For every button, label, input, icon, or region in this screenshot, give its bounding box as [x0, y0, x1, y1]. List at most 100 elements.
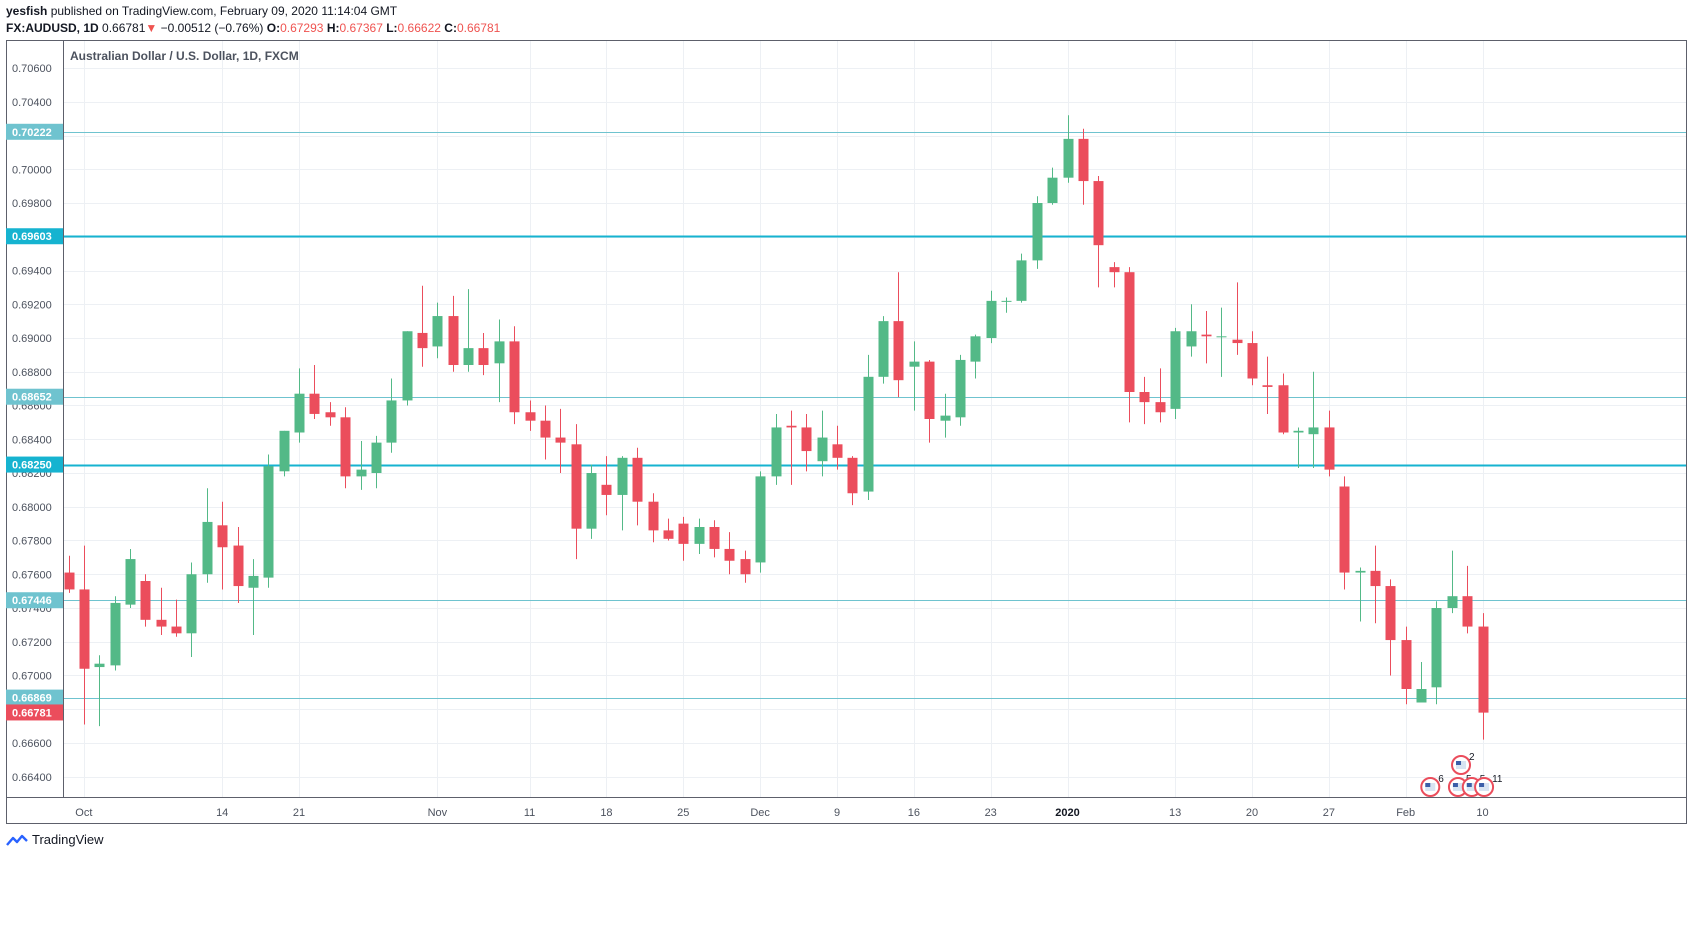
- candle-down: [478, 332, 489, 376]
- event-flag-icon: 6: [1420, 774, 1444, 797]
- candle-body: [186, 574, 197, 634]
- candle-body: [248, 575, 259, 588]
- candle-body: [555, 437, 566, 443]
- candle-body: [1155, 402, 1166, 413]
- candle-down: [801, 413, 812, 472]
- candle-down: [1385, 579, 1396, 676]
- candle-body: [217, 525, 228, 548]
- candle-body: [540, 420, 551, 438]
- level-price-badge: 0.67446: [6, 592, 63, 609]
- price-tick-label: 0.70400: [12, 97, 52, 109]
- event-count: 2: [1469, 752, 1475, 763]
- candle-up: [94, 655, 105, 727]
- candle-body: [1370, 570, 1381, 587]
- candle-body: [648, 501, 659, 531]
- candle-down: [217, 501, 228, 590]
- candle-body: [1063, 138, 1074, 178]
- event-count: 11: [1492, 774, 1503, 785]
- time-axis[interactable]: Oct 14 21 Nov 11 18 25 Dec 9 16 23 2020 13 20 27 Feb 10: [75, 807, 1488, 819]
- published-text: published on TradingView.com, February 0…: [50, 4, 398, 18]
- candle-body: [279, 430, 290, 472]
- candle-body: [525, 412, 536, 421]
- candle-body: [1462, 596, 1473, 627]
- candle-body: [1201, 334, 1212, 337]
- author-name[interactable]: yesfish: [6, 4, 48, 18]
- candle-up: [494, 319, 505, 403]
- candle-down: [1401, 626, 1412, 705]
- candle-down: [1139, 376, 1150, 425]
- candle-up: [371, 435, 382, 489]
- publish-header: yesfish published on TradingView.com, Fe…: [6, 4, 397, 18]
- last-price-text: 0.66781: [102, 21, 146, 35]
- event-count: 6: [1438, 774, 1444, 785]
- candle-body: [801, 427, 812, 452]
- time-tick-label: Dec: [750, 807, 770, 819]
- tradingview-logo-icon: [6, 834, 28, 846]
- horizontal-levels[interactable]: [64, 132, 1686, 699]
- candle-body: [986, 300, 997, 338]
- candle-up: [202, 488, 213, 583]
- candle-body: [156, 619, 167, 627]
- brand-name[interactable]: TradingView: [32, 832, 104, 847]
- close-value: 0.66781: [456, 21, 501, 35]
- ohlc-header: FX:AUDUSD, 1D 0.66781▼ −0.00512 (−0.76%)…: [6, 21, 500, 35]
- candle-down: [1247, 331, 1258, 386]
- price-tick-label: 0.70600: [12, 63, 52, 75]
- economic-events[interactable]: 265511: [1420, 752, 1503, 797]
- time-tick-label: 14: [216, 807, 228, 819]
- flag-canton: [1456, 761, 1462, 765]
- event-flag-icon: 2: [1451, 752, 1475, 775]
- candle-body: [64, 572, 75, 590]
- time-tick-label: 27: [1323, 807, 1335, 819]
- candle-body: [417, 332, 428, 349]
- candle-down: [847, 456, 858, 506]
- candle-body: [463, 348, 474, 365]
- candle-body: [940, 415, 951, 421]
- candle-up: [186, 562, 197, 657]
- candle-body: [955, 359, 966, 418]
- candle-body: [1247, 343, 1258, 379]
- price-badge-label: 0.66781: [12, 707, 52, 719]
- candle-down: [724, 532, 735, 575]
- candle-body: [617, 457, 628, 495]
- footer: TradingView: [6, 832, 104, 847]
- price-axis[interactable]: 0.706000.704000.702000.700000.698000.696…: [6, 63, 63, 784]
- candle-body: [832, 444, 843, 458]
- candle-body: [970, 336, 981, 362]
- candle-up: [863, 354, 874, 500]
- candle-down: [924, 359, 935, 443]
- candle-body: [478, 348, 489, 365]
- candle-body: [878, 321, 889, 377]
- candle-body: [448, 316, 459, 365]
- candle-body: [1216, 336, 1227, 338]
- price-tick-label: 0.67600: [12, 569, 52, 581]
- candle-down: [448, 295, 459, 372]
- time-tick-label: 11: [524, 807, 535, 819]
- candle-body: [402, 331, 413, 401]
- price-badge-label: 0.67446: [12, 595, 52, 607]
- candle-body: [1093, 181, 1104, 246]
- open-label: O:: [266, 21, 281, 35]
- price-tick-label: 0.66600: [12, 738, 52, 750]
- price-badge-bg: [6, 123, 63, 140]
- candle-up: [940, 393, 951, 438]
- candle-body: [494, 341, 505, 364]
- candle-up: [279, 430, 290, 477]
- candle-down: [678, 516, 689, 561]
- high-value: 0.67367: [339, 21, 383, 35]
- price-badge-label: 0.69603: [12, 231, 52, 243]
- candle-down: [601, 456, 612, 516]
- candle-body: [586, 473, 597, 529]
- candle-body: [79, 589, 90, 669]
- price-tick-label: 0.69800: [12, 198, 52, 210]
- candle-up: [970, 334, 981, 379]
- candle-body: [786, 425, 797, 428]
- candle-up: [694, 518, 705, 554]
- candle-body: [847, 457, 858, 494]
- candle-body: [233, 545, 244, 587]
- candle-body: [1016, 260, 1027, 301]
- open-value: 0.67293: [280, 21, 324, 35]
- flag-canton: [1452, 783, 1458, 787]
- candle-body: [1401, 640, 1412, 689]
